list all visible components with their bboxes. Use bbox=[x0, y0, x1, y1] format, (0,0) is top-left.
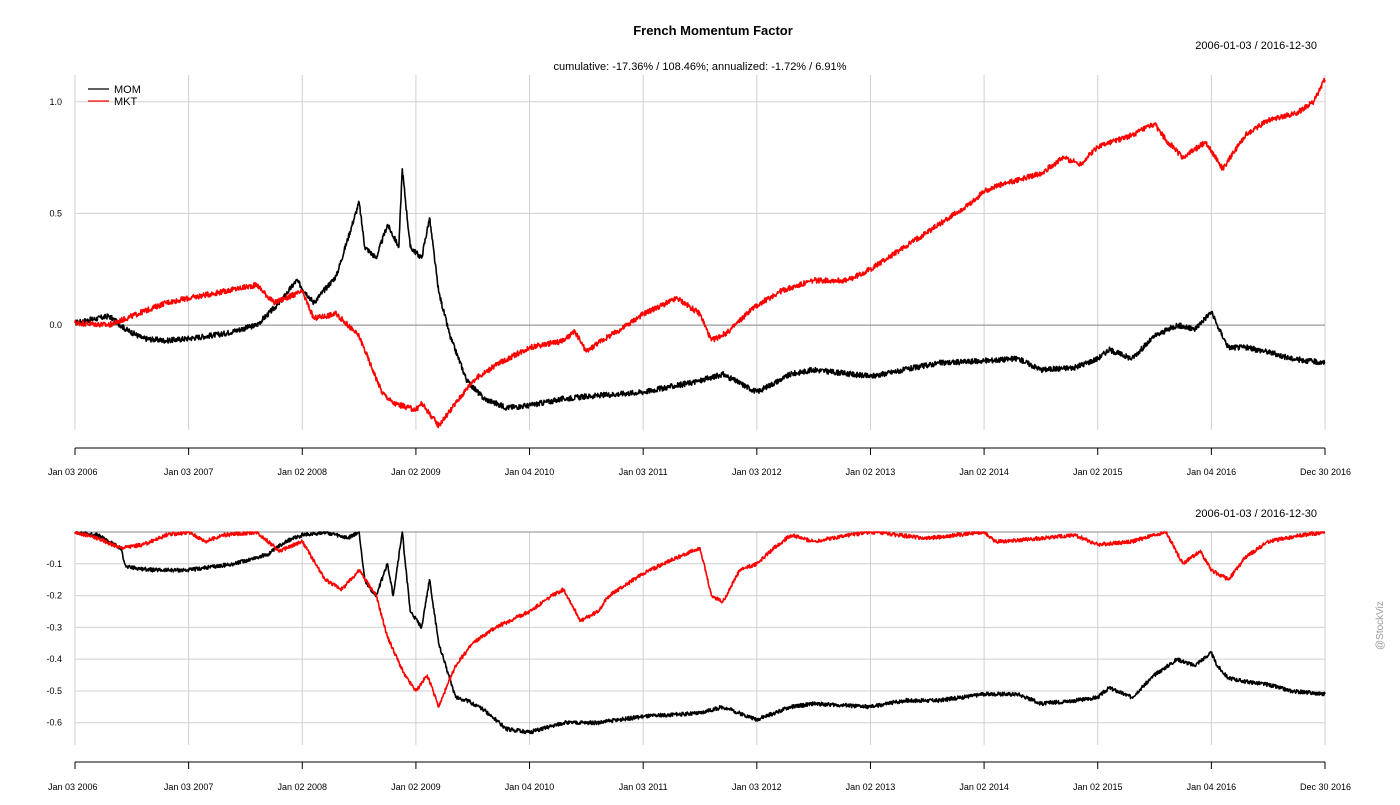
y-tick-label: -0.3 bbox=[46, 622, 62, 632]
y-tick-label: -0.6 bbox=[46, 718, 62, 728]
chart-title: French Momentum Factor bbox=[633, 23, 793, 38]
series-line-mkt bbox=[74, 531, 1326, 708]
x-tick-label: Jan 04 2010 bbox=[505, 467, 555, 477]
y-tick-label: -0.4 bbox=[46, 654, 62, 664]
x-tick-label: Jan 02 2008 bbox=[277, 782, 327, 792]
drawdown-panel: -0.1 -0.2 -0.3 -0.4 -0.5 -0.6 Jan 03 2006 Jan 0… bbox=[46, 531, 1351, 792]
legend: MOM MKT bbox=[88, 84, 141, 108]
x-tick-label: Dec 30 2016 bbox=[1300, 782, 1351, 792]
series-line-mom bbox=[74, 168, 1326, 411]
y-tick-label: -0.1 bbox=[46, 559, 62, 569]
x-tick-label: Jan 03 2012 bbox=[732, 782, 782, 792]
x-tick-label: Jan 02 2014 bbox=[959, 467, 1009, 477]
bottom-date-range: 2006-01-03 / 2016-12-30 bbox=[1195, 508, 1317, 520]
x-tick-label: Jan 02 2013 bbox=[846, 782, 896, 792]
top-date-range: 2006-01-03 / 2016-12-30 bbox=[1195, 40, 1317, 52]
watermark: @StockViz bbox=[1375, 601, 1386, 650]
x-tick-label: Jan 02 2008 bbox=[277, 467, 327, 477]
x-tick-label: Jan 02 2013 bbox=[846, 467, 896, 477]
x-tick-label: Jan 03 2011 bbox=[619, 782, 668, 792]
y-tick-label: -0.2 bbox=[46, 591, 62, 601]
x-tick-label: Jan 03 2007 bbox=[164, 782, 214, 792]
y-tick-label: 0.5 bbox=[49, 208, 62, 218]
x-tick-label: Jan 02 2009 bbox=[391, 467, 441, 477]
y-tick-label: 0.0 bbox=[49, 320, 62, 330]
legend-label-mkt: MKT bbox=[114, 96, 138, 108]
x-tick-label: Jan 03 2007 bbox=[164, 467, 214, 477]
x-tick-label: Dec 30 2016 bbox=[1300, 467, 1351, 477]
x-tick-label: Jan 02 2015 bbox=[1073, 782, 1123, 792]
x-tick-label: Jan 02 2009 bbox=[391, 782, 441, 792]
x-tick-label: Jan 04 2016 bbox=[1187, 467, 1237, 477]
x-tick-label: Jan 03 2006 bbox=[48, 782, 98, 792]
top-panel: 1.0 0.5 0.0 Jan 03 2006 Jan 03 2007 Jan 02 20… bbox=[48, 75, 1351, 477]
y-tick-label: -0.5 bbox=[46, 686, 62, 696]
x-tick-label: Jan 03 2012 bbox=[732, 467, 782, 477]
x-tick-label: Jan 02 2015 bbox=[1073, 467, 1123, 477]
legend-label-mom: MOM bbox=[114, 84, 141, 96]
x-tick-label: Jan 02 2014 bbox=[959, 782, 1009, 792]
x-tick-label: Jan 04 2016 bbox=[1187, 782, 1237, 792]
x-tick-label: Jan 03 2011 bbox=[619, 467, 668, 477]
x-tick-label: Jan 03 2006 bbox=[48, 467, 98, 477]
series-line-mkt bbox=[74, 77, 1326, 429]
x-tick-label: Jan 04 2010 bbox=[505, 782, 555, 792]
series-line-mom bbox=[74, 531, 1326, 735]
chart-subtitle: cumulative: -17.36% / 108.46%; annualize… bbox=[554, 61, 847, 73]
y-tick-label: 1.0 bbox=[49, 97, 62, 107]
